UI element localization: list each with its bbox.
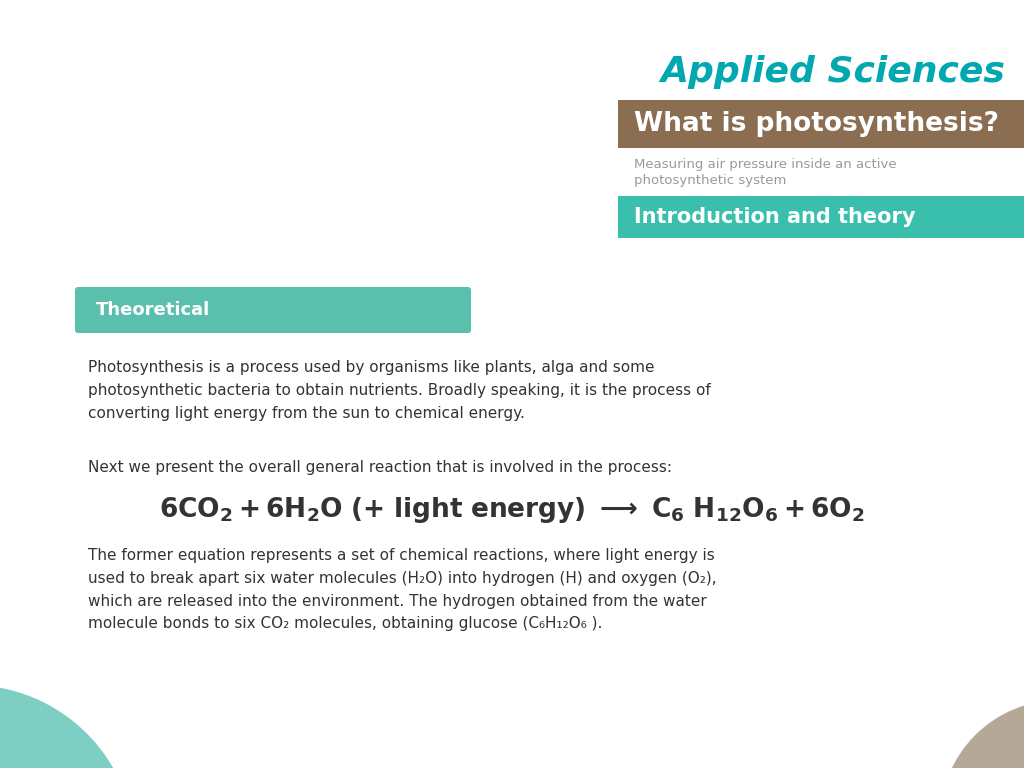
Text: photosynthetic system: photosynthetic system bbox=[634, 174, 786, 187]
Text: Applied Sciences: Applied Sciences bbox=[660, 55, 1005, 89]
Text: What is photosynthesis?: What is photosynthesis? bbox=[634, 111, 999, 137]
Text: Introduction and theory: Introduction and theory bbox=[634, 207, 915, 227]
Bar bbox=[618, 196, 1024, 238]
Text: The former equation represents a set of chemical reactions, where light energy i: The former equation represents a set of … bbox=[88, 548, 717, 631]
Text: Measuring air pressure inside an active: Measuring air pressure inside an active bbox=[634, 158, 897, 171]
Text: Theoretical: Theoretical bbox=[96, 301, 210, 319]
FancyBboxPatch shape bbox=[75, 287, 471, 333]
Circle shape bbox=[940, 700, 1024, 768]
Text: Photosynthesis is a process used by organisms like plants, alga and some
photosy: Photosynthesis is a process used by orga… bbox=[88, 360, 711, 421]
Bar bbox=[618, 100, 1024, 148]
Text: $\mathbf{6CO_2 + 6H_2O\ (+\ light\ energy)\ \longrightarrow\ C_6\ H_{12}O_6 + 6O: $\mathbf{6CO_2 + 6H_2O\ (+\ light\ energ… bbox=[159, 495, 865, 525]
Circle shape bbox=[0, 685, 135, 768]
Text: Next we present the overall general reaction that is involved in the process:: Next we present the overall general reac… bbox=[88, 460, 672, 475]
